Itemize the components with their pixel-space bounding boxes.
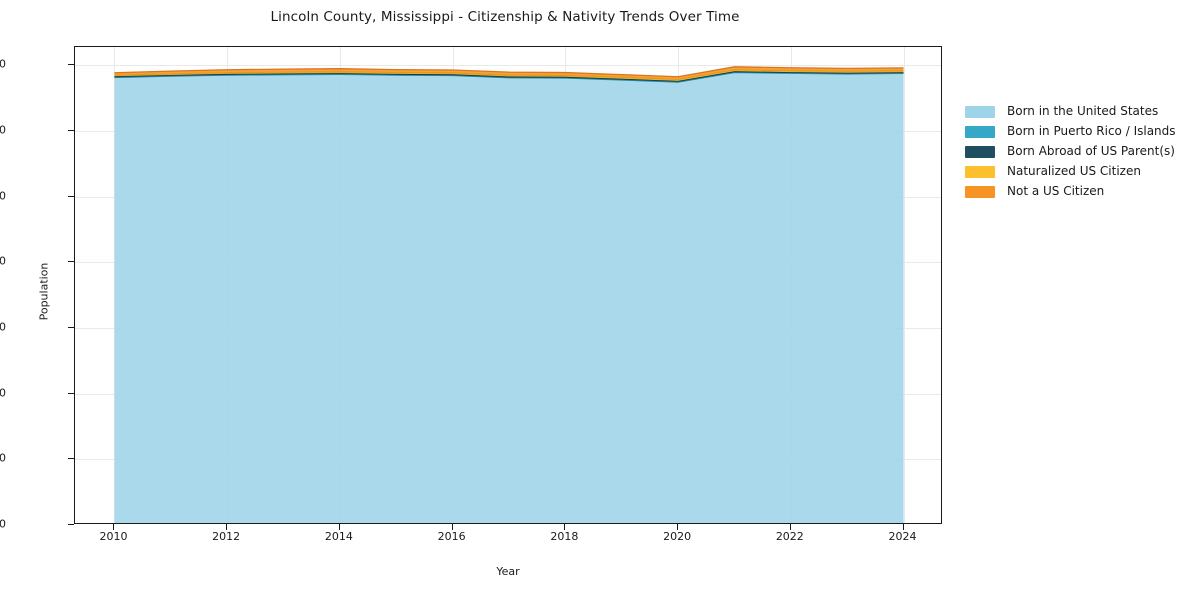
legend-label: Naturalized US Citizen — [1007, 164, 1141, 178]
y-tick-mark — [68, 524, 74, 525]
y-tick-label: 25,000 — [0, 189, 6, 203]
x-tick-label: 2020 — [663, 530, 692, 543]
legend-label: Not a US Citizen — [1007, 184, 1105, 198]
gridline-vertical — [903, 47, 905, 523]
y-tick-label: 5,000 — [0, 451, 6, 465]
x-tick-label: 2018 — [550, 530, 579, 543]
y-tick-mark — [68, 392, 74, 394]
area-band — [114, 72, 904, 523]
x-tick-mark — [677, 524, 679, 530]
legend-label: Born in Puerto Rico / Islands — [1007, 124, 1176, 138]
x-tick-label: 2016 — [437, 530, 466, 543]
x-tick-mark — [902, 524, 904, 530]
legend-item[interactable]: Born Abroad of US Parent(s) — [965, 145, 1176, 158]
y-tick-label: 0 — [0, 517, 6, 531]
y-tick-label: 30,000 — [0, 123, 6, 137]
y-tick-mark — [68, 458, 74, 460]
y-tick-mark — [68, 64, 74, 66]
legend-swatch — [965, 105, 995, 118]
legend-item[interactable]: Born in the United States — [965, 105, 1176, 118]
stacked-area-series — [114, 66, 904, 523]
x-tick-label: 2024 — [888, 530, 917, 543]
area-top-line — [114, 66, 904, 78]
y-tick-mark — [68, 130, 74, 132]
legend-item[interactable]: Born in Puerto Rico / Islands — [965, 125, 1176, 138]
y-tick-mark — [68, 261, 74, 263]
legend-item[interactable]: Naturalized US Citizen — [965, 165, 1176, 178]
legend-label: Born Abroad of US Parent(s) — [1007, 144, 1175, 158]
legend-swatch — [965, 145, 995, 158]
y-tick-mark — [68, 195, 74, 197]
legend-swatch — [965, 165, 995, 178]
y-tick-label: 35,000 — [0, 57, 6, 71]
plot-area — [74, 46, 942, 524]
legend-swatch — [965, 125, 995, 138]
area-band — [114, 66, 904, 80]
legend-item[interactable]: Not a US Citizen — [965, 185, 1176, 198]
legend: Born in the United States Born in Puerto … — [965, 105, 1176, 198]
x-axis-label: Year — [496, 565, 520, 578]
chart-title: Lincoln County, Mississippi - Citizenshi… — [270, 9, 740, 25]
x-tick-label: 2014 — [324, 530, 353, 543]
legend-label: Born in the United States — [1007, 104, 1159, 118]
y-tick-label: 10,000 — [0, 386, 6, 400]
x-tick-mark — [226, 524, 228, 530]
x-tick-label: 2022 — [775, 530, 804, 543]
area-top-line — [114, 70, 904, 82]
legend-swatch — [965, 185, 995, 198]
y-axis-label: Population — [37, 262, 51, 321]
y-tick-label: 20,000 — [0, 254, 6, 268]
x-tick-mark — [338, 524, 340, 530]
x-tick-label: 2010 — [99, 530, 128, 543]
x-tick-mark — [113, 524, 115, 530]
gridline-horizontal — [75, 65, 941, 67]
x-tick-mark — [451, 524, 453, 530]
y-tick-label: 15,000 — [0, 320, 6, 334]
x-tick-label: 2012 — [212, 530, 241, 543]
y-tick-mark — [68, 327, 74, 329]
x-tick-mark — [564, 524, 566, 530]
x-tick-mark — [789, 524, 791, 530]
